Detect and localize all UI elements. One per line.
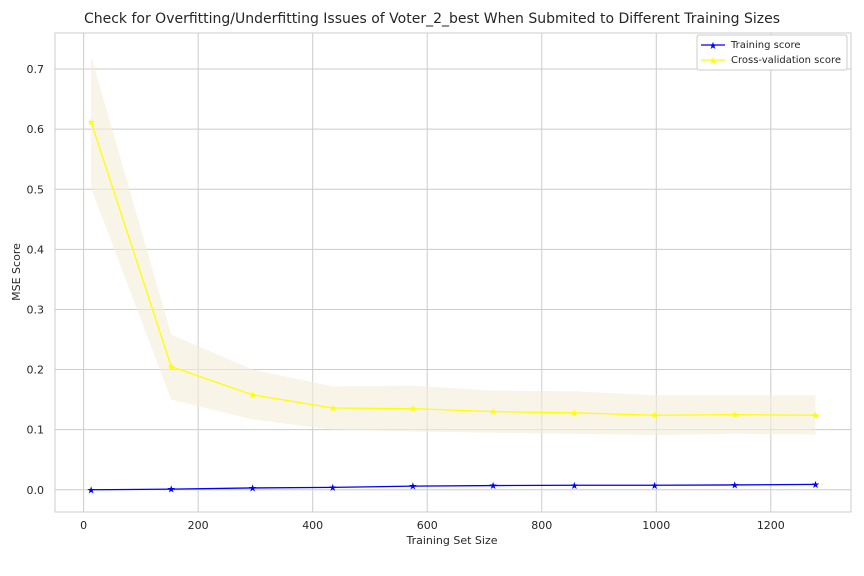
series-0-line — [91, 483, 816, 491]
series-1-confidence-band — [91, 55, 816, 436]
series-0-point: ★ — [87, 485, 96, 496]
series-lines — [90, 121, 816, 491]
y-tick-label: 0.6 — [27, 123, 45, 136]
series-1-point: ★ — [650, 411, 659, 422]
series-0-point: ★ — [570, 481, 579, 492]
series-0-point: ★ — [328, 483, 337, 494]
y-tick-label: 0.7 — [27, 63, 45, 76]
x-tick-label: 400 — [302, 519, 323, 532]
series-0-point: ★ — [650, 481, 659, 492]
series-0-point: ★ — [730, 480, 739, 491]
y-axis-label: MSE Score — [10, 243, 23, 301]
series-0-point: ★ — [811, 480, 820, 491]
x-tick-label: 200 — [188, 519, 209, 532]
y-tick-label: 0.5 — [27, 183, 45, 196]
legend-cv-label: Cross-validation score — [731, 55, 841, 66]
series-0-point: ★ — [167, 485, 176, 496]
x-axis-label: Training Set Size — [405, 534, 497, 547]
legend-training-marker: ★ — [709, 41, 718, 52]
x-tick-label: 600 — [417, 519, 438, 532]
series-0-point: ★ — [489, 481, 498, 492]
y-tick-label: 0.0 — [27, 484, 45, 497]
legend: ★ Training score ★ Cross-validation scor… — [696, 34, 848, 71]
x-tick-labels: 0 200 400 600 800 1000 1200 — [80, 519, 785, 532]
confidence-bands — [91, 55, 816, 436]
series-0-point: ★ — [408, 482, 417, 493]
x-tick-label: 0 — [80, 519, 87, 532]
series-1-point: ★ — [811, 411, 820, 422]
series-0-point: ★ — [248, 483, 257, 494]
y-tick-labels: 0.0 0.1 0.2 0.3 0.4 0.5 0.6 0.7 — [27, 63, 45, 497]
legend-training-label: Training score — [730, 40, 801, 51]
series-1-point: ★ — [730, 410, 739, 421]
x-tick-label: 1200 — [757, 519, 785, 532]
grid-lines — [55, 33, 851, 512]
legend-box — [696, 34, 848, 71]
legend-cv-marker: ★ — [709, 56, 718, 67]
series-1-point: ★ — [328, 404, 337, 415]
y-tick-label: 0.2 — [27, 364, 45, 377]
series-1-point: ★ — [167, 362, 176, 373]
x-tick-label: 800 — [531, 519, 552, 532]
series-markers: ★ ★ ★ ★ ★ ★ ★ ★ ★ ★ ★ ★ ★ ★ ★ ★ ★ ★ ★ ★ — [87, 117, 820, 496]
series-1-point: ★ — [570, 408, 579, 419]
plot-area — [54, 32, 852, 513]
series-1-line — [90, 121, 816, 416]
series-1-point: ★ — [87, 117, 96, 128]
y-tick-label: 0.1 — [27, 424, 45, 437]
y-tick-label: 0.4 — [27, 243, 45, 256]
chart-title: Check for Overfitting/Underfitting Issue… — [84, 11, 780, 27]
series-1-point: ★ — [489, 407, 498, 418]
series-1-point: ★ — [408, 404, 417, 415]
y-tick-label: 0.3 — [27, 303, 45, 316]
series-1-point: ★ — [248, 390, 257, 401]
x-tick-label: 1000 — [642, 519, 670, 532]
